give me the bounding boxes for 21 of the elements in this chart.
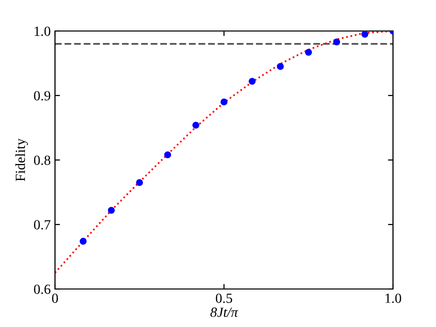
point — [276, 63, 284, 70]
y-tick-label: 0.9 — [34, 91, 50, 101]
y-axis-title: Fidelity — [15, 138, 28, 182]
x-tick-label: 0 — [52, 294, 58, 303]
point — [136, 179, 143, 186]
point — [164, 151, 172, 158]
y-tick-label: 1.0 — [34, 26, 50, 36]
point — [305, 48, 312, 56]
y-tick-label: 0.6 — [34, 284, 50, 294]
x-tick-label: 1.0 — [386, 294, 402, 303]
point — [248, 78, 256, 85]
point — [108, 206, 115, 214]
x-axis-title: 8Jt/π — [210, 308, 238, 317]
x-tick-label: 0.5 — [216, 294, 232, 303]
point — [333, 38, 340, 46]
point — [220, 98, 228, 106]
point — [80, 238, 87, 245]
y-tick-label: 0.8 — [34, 156, 50, 166]
point — [361, 31, 368, 38]
point — [192, 122, 200, 129]
y-tick-label: 0.7 — [34, 220, 50, 230]
